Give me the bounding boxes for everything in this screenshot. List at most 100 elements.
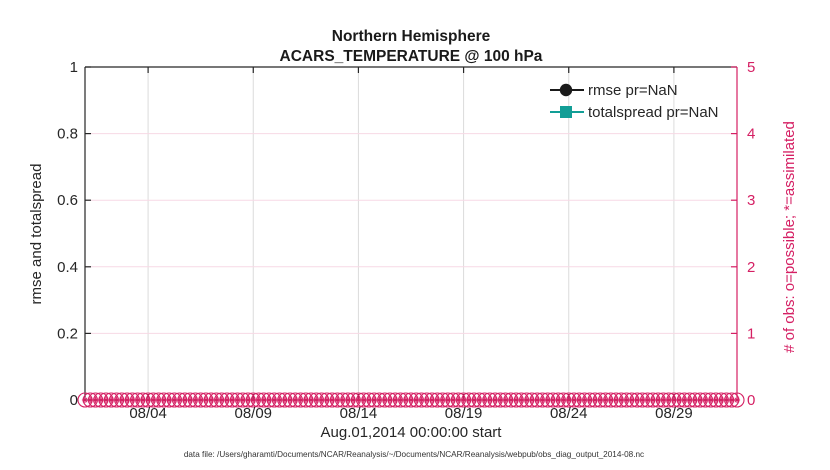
assimilated-obs-marker <box>418 396 425 404</box>
assimilated-obs-marker <box>281 396 288 404</box>
assimilated-obs-marker <box>213 396 220 404</box>
assimilated-obs-marker <box>87 396 94 404</box>
assimilated-obs-marker <box>597 396 604 404</box>
x-tick-label: 08/19 <box>445 405 483 422</box>
assimilated-obs-marker <box>618 396 625 404</box>
possible-obs-marker <box>729 392 745 408</box>
assimilated-obs-marker <box>350 396 357 404</box>
assimilated-obs-marker <box>250 396 257 404</box>
assimilated-obs-marker <box>234 396 241 404</box>
assimilated-obs-marker <box>302 396 309 404</box>
assimilated-obs-marker <box>176 396 183 404</box>
x-tick-label: 08/14 <box>340 405 378 422</box>
assimilated-obs-marker <box>702 396 709 404</box>
x-tick-label: 08/09 <box>234 405 272 422</box>
assimilated-obs-marker <box>171 396 178 404</box>
assimilated-obs-marker <box>297 396 304 404</box>
assimilated-obs-marker <box>649 396 656 404</box>
tick-label-layer: 08/04 08/09 08/14 08/19 08/24 08/29 0 0.2 0.4 0.6… <box>57 59 755 422</box>
assimilated-obs-marker <box>586 396 593 404</box>
assimilated-obs-marker <box>665 396 672 404</box>
assimilated-obs-marker <box>376 396 383 404</box>
assimilated-obs-marker <box>455 396 462 404</box>
assimilated-obs-marker <box>565 396 572 404</box>
x-tick-label: 08/04 <box>129 405 167 422</box>
assimilated-obs-marker <box>707 396 714 404</box>
assimilated-obs-marker <box>676 396 683 404</box>
x-tick-label: 08/29 <box>655 405 693 422</box>
assimilated-obs-marker <box>155 396 162 404</box>
assimilated-obs-marker <box>444 396 451 404</box>
assimilated-obs-marker <box>633 396 641 404</box>
assimilated-obs-marker <box>355 396 362 404</box>
assimilated-obs-marker <box>655 396 662 404</box>
assimilated-obs-marker <box>492 396 499 404</box>
assimilated-obs-marker <box>265 396 273 404</box>
assimilated-obs-marker <box>260 396 267 404</box>
assimilated-obs-marker <box>197 396 204 404</box>
assimilated-obs-marker <box>544 396 551 404</box>
assimilated-obs-marker <box>386 396 394 404</box>
y-tick-label-right: 0 <box>747 392 755 409</box>
assimilated-obs-marker <box>581 396 588 404</box>
assimilated-obs-marker <box>534 396 541 404</box>
assimilated-obs-marker <box>733 396 741 404</box>
assimilated-obs-marker <box>144 396 152 404</box>
assimilated-obs-marker <box>486 396 493 404</box>
obs-marker-band-layer <box>77 392 745 408</box>
assimilated-obs-marker <box>123 396 131 404</box>
assimilated-obs-marker <box>465 396 472 404</box>
assimilated-obs-marker <box>365 396 373 404</box>
assimilated-obs-marker <box>686 396 693 404</box>
totalspread-marker-icon <box>560 106 572 118</box>
assimilated-obs-marker <box>129 396 136 404</box>
assimilated-obs-marker <box>591 396 599 404</box>
assimilated-obs-marker <box>691 396 699 404</box>
y-tick-label-left: 0 <box>70 392 78 409</box>
assimilated-obs-marker <box>397 396 404 404</box>
assimilated-obs-marker <box>718 396 725 404</box>
legend: rmse pr=NaN totalspread pr=NaN <box>550 82 719 121</box>
assimilated-obs-marker <box>497 396 504 404</box>
y-tick-label-right: 3 <box>747 192 755 209</box>
assimilated-obs-marker <box>292 396 299 404</box>
assimilated-obs-marker <box>607 396 614 404</box>
assimilated-obs-marker <box>470 396 478 404</box>
assimilated-obs-marker <box>218 396 225 404</box>
y-tick-label-right: 1 <box>747 325 755 342</box>
assimilated-obs-marker <box>239 396 246 404</box>
x-axis-label: Aug.01,2014 00:00:00 start <box>321 424 503 441</box>
data-file-annotation: data file: /Users/gharamti/Documents/NCA… <box>184 450 644 459</box>
assimilated-obs-marker <box>402 396 409 404</box>
y-tick-label-right: 4 <box>747 126 755 143</box>
assimilated-obs-marker <box>628 396 635 404</box>
assimilated-obs-marker <box>255 396 262 404</box>
assimilated-obs-marker <box>108 396 115 404</box>
assimilated-obs-marker <box>160 396 167 404</box>
y-tick-label-right: 2 <box>747 259 755 276</box>
assimilated-obs-marker <box>670 396 678 404</box>
assimilated-obs-marker <box>329 396 336 404</box>
assimilated-obs-marker <box>576 396 583 404</box>
y-tick-label-left: 1 <box>70 59 78 76</box>
assimilated-obs-marker <box>697 396 704 404</box>
assimilated-obs-marker <box>555 396 562 404</box>
assimilated-obs-marker <box>276 396 283 404</box>
assimilated-obs-marker <box>344 396 352 404</box>
assimilated-obs-marker <box>208 396 215 404</box>
assimilated-obs-marker <box>602 396 609 404</box>
y-axis-label-left: rmse and totalspread <box>28 164 45 305</box>
assimilated-obs-marker <box>244 396 252 404</box>
assimilated-obs-marker <box>712 396 720 404</box>
plot-title: Northern Hemisphere <box>332 28 491 45</box>
assimilated-obs-marker <box>681 396 688 404</box>
assimilated-obs-marker <box>413 396 420 404</box>
assimilated-obs-marker <box>428 396 436 404</box>
y-tick-label-left: 0.8 <box>57 126 78 143</box>
assimilated-obs-marker <box>728 396 735 404</box>
assimilated-obs-marker <box>460 396 467 404</box>
assimilated-obs-marker <box>166 396 173 404</box>
x-tick-label: 08/24 <box>550 405 588 422</box>
assimilated-obs-marker <box>570 396 578 404</box>
